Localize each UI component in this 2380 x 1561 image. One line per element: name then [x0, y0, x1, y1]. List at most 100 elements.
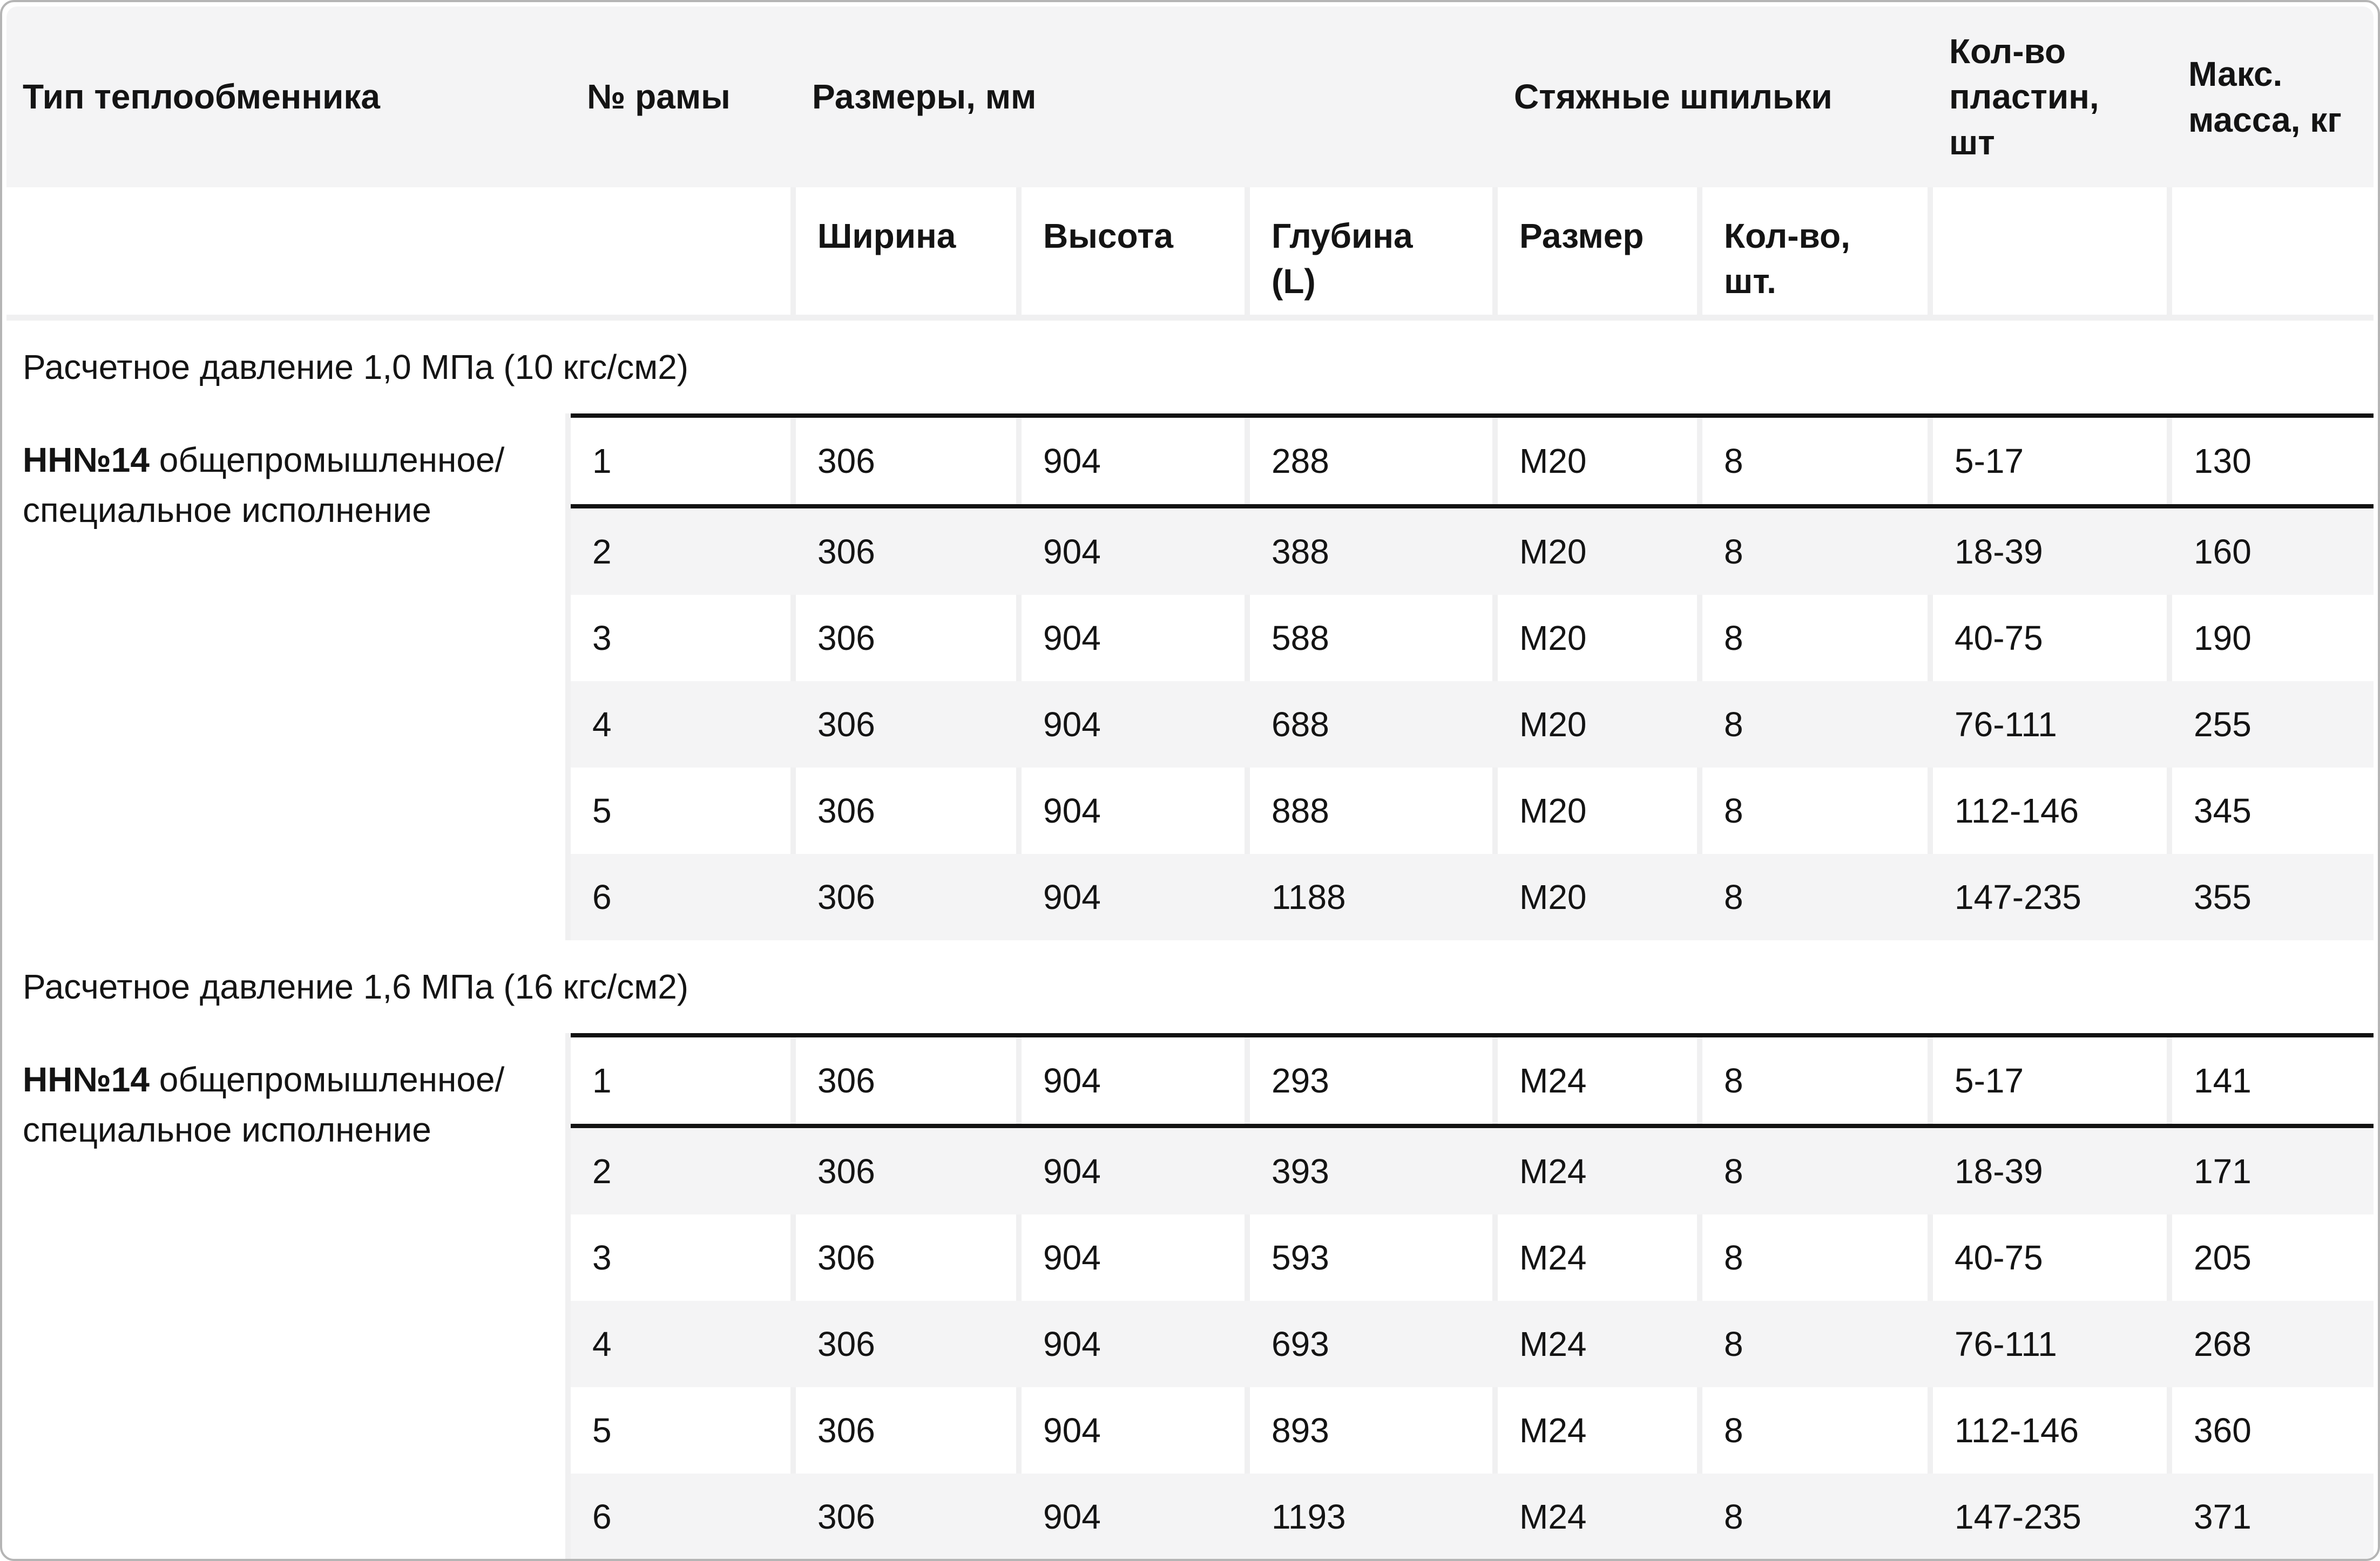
header-dimensions: Размеры, мм	[812, 77, 1037, 117]
cell-stud-qty: 8	[1702, 1387, 1928, 1474]
cell-max-mass: 130	[2172, 418, 2374, 504]
cell-height: 904	[1022, 595, 1245, 681]
cell-frame-no: 5	[571, 768, 790, 854]
cell-plates-range: 18-39	[1955, 532, 2043, 571]
cell-plates-range: 112-146	[1933, 768, 2167, 854]
cell-width: 306	[796, 418, 1016, 504]
cell-depth: 1188	[1272, 878, 1346, 917]
cell-max-mass: 205	[2172, 1214, 2374, 1301]
cell-frame-no: 4	[592, 705, 612, 744]
table-group-header-row: Тип теплообменника № рамы Размеры, мм Ст…	[6, 6, 2374, 187]
cell-height: 904	[1043, 1325, 1101, 1363]
cell-depth: 293	[1250, 1037, 1492, 1124]
cell-width: 306	[796, 768, 1016, 854]
cell-stud-size: М20	[1498, 418, 1697, 504]
cell-plates-range: 5-17	[1933, 418, 2167, 504]
cell-depth: 388	[1272, 532, 1329, 571]
cell-stud-size: М20	[1519, 532, 1587, 571]
cell-max-mass: 171	[2194, 1152, 2251, 1191]
cell-depth: 593	[1250, 1214, 1492, 1301]
cell-stud-qty: 8	[1724, 532, 1743, 571]
cell-depth: 693	[1272, 1325, 1329, 1363]
cell-frame-no: 1	[571, 418, 790, 504]
cell-depth: 393	[1272, 1152, 1329, 1191]
cell-stud-size: М20	[1498, 768, 1697, 854]
cell-plates-range: 76-111	[1955, 705, 2057, 744]
cell-width: 306	[796, 1214, 1016, 1301]
cell-stud-size: М24	[1519, 1152, 1587, 1191]
cell-stud-qty: 8	[1702, 418, 1928, 504]
cell-max-mass: 360	[2172, 1387, 2374, 1474]
subheader-spacer	[6, 187, 790, 315]
cell-frame-no: 3	[571, 595, 790, 681]
cell-stud-size: М24	[1519, 1497, 1587, 1536]
cell-max-mass: 160	[2194, 532, 2251, 571]
subheader-depth: Глубина (L)	[1250, 187, 1492, 315]
header-tie-studs: Стяжные шпильки	[1514, 77, 1833, 117]
cell-width: 306	[817, 878, 875, 917]
table-row: 1 306 904 293 М24 8 5-17 141	[571, 1033, 2374, 1128]
cell-plates-range: 40-75	[1933, 595, 2167, 681]
table-row: 5 306 904 888 М20 8 112-146 345	[571, 768, 2374, 854]
cell-plates-range: 40-75	[1933, 1214, 2167, 1301]
cell-width: 306	[817, 1497, 875, 1536]
cell-max-mass: 141	[2172, 1037, 2374, 1124]
cell-stud-size: М20	[1519, 705, 1587, 744]
cell-stud-size: М20	[1519, 878, 1587, 917]
cell-stud-size: М24	[1519, 1325, 1587, 1363]
cell-plates-range: 147-235	[1955, 878, 2081, 917]
table-row: 3 306 904 593 М24 8 40-75 205	[571, 1214, 2374, 1301]
header-exchanger-type: Тип теплообменника	[23, 77, 380, 117]
subheader-stud-size: Размер	[1498, 187, 1697, 315]
cell-frame-no: 2	[592, 1152, 612, 1191]
cell-frame-no: 4	[592, 1325, 612, 1363]
cell-plates-range: 5-17	[1933, 1037, 2167, 1124]
cell-depth: 288	[1250, 418, 1492, 504]
table-row: 5 306 904 893 М24 8 112-146 360	[571, 1387, 2374, 1474]
table-row: 1 306 904 288 М20 8 5-17 130	[571, 413, 2374, 508]
subheader-width: Ширина	[796, 187, 1016, 315]
cell-stud-qty: 8	[1724, 1152, 1743, 1191]
exchanger-type-model: НН№14	[23, 1060, 150, 1099]
section-title: Расчетное давление 1,0 МПа (10 кгс/см2)	[6, 321, 2374, 413]
exchanger-type-description: общепромышленное/ специальное исполнение	[23, 440, 505, 530]
cell-height: 904	[1043, 1152, 1101, 1191]
cell-stud-size: М24	[1498, 1037, 1697, 1124]
cell-stud-qty: 8	[1702, 1214, 1928, 1301]
table-row: 2 306 904 393 М24 8 18-39 171	[571, 1128, 2374, 1214]
cell-max-mass: 190	[2172, 595, 2374, 681]
cell-width: 306	[817, 532, 875, 571]
cell-depth: 588	[1250, 595, 1492, 681]
cell-plates-range: 147-235	[1955, 1497, 2081, 1536]
subheader-spacer	[1933, 187, 2167, 315]
cell-max-mass: 268	[2194, 1325, 2251, 1363]
section-body: НН№14 общепромышленное/ специальное испо…	[6, 1033, 2374, 1559]
section-rows: 1 306 904 293 М24 8 5-17 141 2 306 904 393 М24 8 18-39…	[571, 1033, 2374, 1559]
cell-height: 904	[1022, 418, 1245, 504]
cell-max-mass: 355	[2194, 878, 2251, 917]
cell-depth: 1193	[1272, 1497, 1346, 1536]
cell-width: 306	[817, 1325, 875, 1363]
cell-plates-range: 112-146	[1933, 1387, 2167, 1474]
table-body: Расчетное давление 1,0 МПа (10 кгс/см2) Н…	[6, 321, 2374, 1559]
cell-frame-no: 6	[592, 1497, 612, 1536]
cell-stud-size: М24	[1498, 1214, 1697, 1301]
cell-max-mass: 371	[2194, 1497, 2251, 1536]
table-row: 6 306 904 1193 М24 8 147-235 371	[571, 1474, 2374, 1559]
cell-stud-size: М20	[1498, 595, 1697, 681]
exchanger-type-cell: НН№14 общепромышленное/ специальное испо…	[6, 413, 565, 940]
section-rows: 1 306 904 288 М20 8 5-17 130 2 306 904 388 М20 8 18-39…	[571, 413, 2374, 940]
table-row: 2 306 904 388 М20 8 18-39 160	[571, 508, 2374, 595]
cell-frame-no: 3	[571, 1214, 790, 1301]
cell-width: 306	[817, 1152, 875, 1191]
section-body: НН№14 общепромышленное/ специальное испо…	[6, 413, 2374, 940]
cell-plates-range: 76-111	[1955, 1325, 2057, 1363]
pressure-section: Расчетное давление 1,6 МПа (16 кгс/см2) Н…	[6, 940, 2374, 1559]
cell-height: 904	[1022, 1037, 1245, 1124]
cell-height: 904	[1043, 878, 1101, 917]
cell-height: 904	[1022, 1214, 1245, 1301]
cell-stud-size: М24	[1498, 1387, 1697, 1474]
cell-frame-no: 2	[592, 532, 612, 571]
exchanger-type-cell: НН№14 общепромышленное/ специальное испо…	[6, 1033, 565, 1559]
cell-stud-qty: 8	[1724, 705, 1743, 744]
